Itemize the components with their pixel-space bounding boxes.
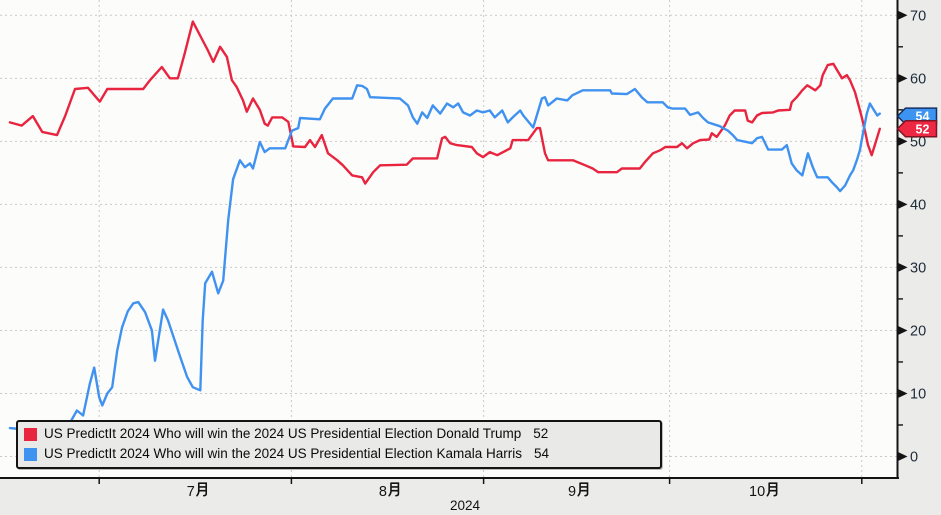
y-axis-label: 0 xyxy=(910,450,918,466)
month-label: 10 xyxy=(749,482,778,500)
last-price-badge-trump: 52 xyxy=(896,120,938,138)
y-tick-arrow xyxy=(898,136,908,146)
axes xyxy=(0,0,899,479)
y-axis: 0 10 20 30 40 50 60 70 xyxy=(897,8,926,466)
harris-legend-value: 54 xyxy=(533,446,549,461)
plot-area[interactable] xyxy=(0,0,897,478)
svg-text:10: 10 xyxy=(749,484,765,500)
y-tick-arrow xyxy=(898,262,908,272)
harris-line xyxy=(8,84,881,432)
y-axis-label: 20 xyxy=(910,323,926,339)
moon-glyph xyxy=(766,482,778,497)
y-axis-label: 70 xyxy=(910,8,926,24)
badge-value: 52 xyxy=(916,122,930,136)
svg-text:9: 9 xyxy=(568,484,576,500)
moon-glyph xyxy=(577,482,589,497)
harris-legend-label: US PredictIt 2024 Who will win the 2024 … xyxy=(44,446,522,461)
year-label: 2024 xyxy=(450,498,481,513)
month-label: 7 xyxy=(187,482,208,500)
y-tick-arrow xyxy=(898,199,908,209)
svg-text:7: 7 xyxy=(187,484,195,500)
x-axis: 7 8 9 10 2024 xyxy=(98,478,863,513)
moon-glyph xyxy=(388,482,400,497)
moon-glyph xyxy=(196,482,208,497)
badge-shape xyxy=(896,120,938,138)
trump-series-swatch xyxy=(24,428,37,441)
y-axis-label: 50 xyxy=(910,134,926,150)
month-label: 8 xyxy=(379,482,400,500)
trump-line xyxy=(8,20,881,185)
legend-row-harris[interactable]: US PredictIt 2024 Who will win the 2024 … xyxy=(24,444,652,464)
legend: US PredictIt 2024 Who will win the 2024 … xyxy=(16,420,662,469)
y-axis-label: 60 xyxy=(910,71,926,87)
trump-legend-label: US PredictIt 2024 Who will win the 2024 … xyxy=(44,426,522,441)
y-tick-arrow xyxy=(898,73,908,83)
trump-legend-value: 52 xyxy=(533,426,549,441)
y-axis-label: 10 xyxy=(910,386,926,402)
month-label: 9 xyxy=(568,482,589,500)
y-axis-label: 40 xyxy=(910,197,926,213)
legend-row-trump[interactable]: US PredictIt 2024 Who will win the 2024 … xyxy=(24,424,652,444)
y-tick-arrow xyxy=(898,10,908,20)
y-tick-arrow xyxy=(898,325,908,335)
harris-series-swatch xyxy=(24,448,37,461)
y-axis-label: 30 xyxy=(910,260,926,276)
y-tick-arrow xyxy=(898,452,908,461)
y-tick-arrow xyxy=(898,388,908,398)
svg-text:8: 8 xyxy=(379,484,387,500)
